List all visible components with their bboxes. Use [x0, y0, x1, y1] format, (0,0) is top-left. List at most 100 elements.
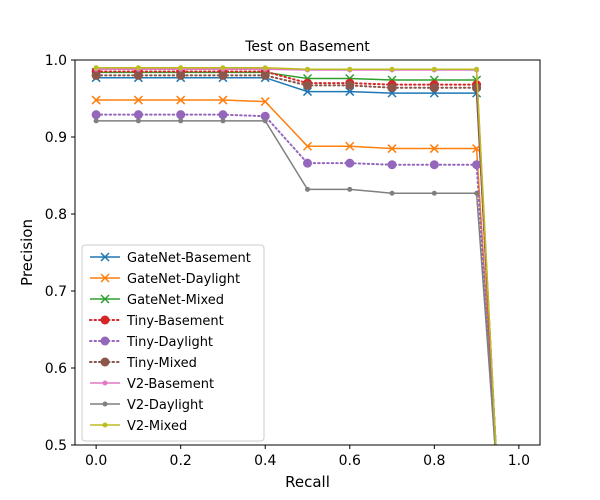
data-point [260, 70, 270, 80]
data-point [345, 158, 355, 168]
series-v2-mixed [93, 65, 497, 445]
legend-label: Tiny-Daylight [126, 335, 213, 350]
data-point [347, 186, 353, 192]
legend-marker [100, 315, 110, 325]
data-point [135, 118, 141, 124]
data-point [93, 65, 99, 71]
data-point [429, 160, 439, 170]
legend-box [81, 244, 265, 442]
legend-label: GateNet-Mixed [127, 293, 224, 308]
y-tick-label: 0.7 [45, 284, 67, 300]
legend-label: Tiny-Basement [126, 314, 224, 329]
legend-marker [102, 401, 108, 407]
chart-title: Test on Basement [244, 39, 370, 55]
legend-marker [102, 380, 108, 386]
data-point [262, 118, 268, 124]
data-point [135, 65, 141, 71]
data-point [260, 111, 270, 121]
data-point [474, 190, 480, 196]
data-point [91, 70, 101, 80]
data-point [302, 141, 313, 151]
legend-label: V2-Basement [127, 377, 214, 392]
legend-label: GateNet-Daylight [127, 272, 240, 287]
legend-label: V2-Mixed [127, 419, 187, 434]
legend-marker [102, 422, 108, 428]
data-point [133, 110, 143, 120]
series-v2-daylight [93, 118, 496, 445]
data-point [260, 97, 270, 107]
data-point [429, 83, 439, 93]
data-point [347, 66, 353, 72]
data-point [93, 118, 99, 124]
x-tick-label: 0.4 [254, 453, 276, 469]
legend-marker [100, 336, 110, 346]
data-point [220, 65, 226, 71]
data-point [303, 158, 312, 168]
legend-marker [100, 294, 110, 304]
legend-label: GateNet-Basement [127, 251, 251, 266]
data-point [345, 141, 355, 151]
data-point [176, 110, 186, 120]
data-point [262, 65, 268, 71]
legend-entry: GateNet-Mixed [90, 293, 224, 308]
y-tick-label: 0.6 [45, 361, 67, 377]
data-point [218, 110, 228, 120]
series-tiny-mixed [91, 70, 497, 445]
data-point [218, 95, 228, 105]
data-point [472, 160, 482, 170]
data-point [176, 70, 186, 80]
legend-label: Tiny-Mixed [126, 356, 197, 371]
legend-entry: Tiny-Mixed [89, 356, 197, 371]
x-tick-label: 0.0 [85, 453, 107, 469]
data-point [429, 144, 439, 154]
data-point [133, 95, 143, 105]
legend-marker [100, 252, 110, 262]
legend: GateNet-Basement GateNet-Daylight GateNet-… [81, 244, 265, 442]
data-point [389, 66, 395, 72]
x-axis: 0.0 0.2 0.4 0.6 0.8 1.0 [85, 445, 530, 469]
data-point [91, 95, 101, 105]
legend-entry: GateNet-Daylight [90, 272, 240, 287]
legend-entry: V2-Mixed [90, 419, 187, 434]
data-point [474, 66, 480, 72]
series-tiny-daylight [91, 110, 497, 445]
data-point [133, 70, 143, 80]
y-tick-label: 0.9 [45, 130, 67, 146]
y-tick-label: 1.0 [45, 53, 67, 69]
legend-label: V2-Daylight [127, 398, 203, 413]
y-tick-label: 0.5 [45, 438, 67, 454]
data-point [387, 83, 397, 93]
data-point [176, 95, 186, 105]
data-point [220, 118, 226, 124]
data-point [431, 66, 437, 72]
legend-marker [100, 357, 110, 367]
data-point [472, 83, 482, 93]
data-point [303, 80, 312, 90]
data-point [305, 66, 310, 72]
series-gatenet-daylight [91, 95, 497, 445]
data-point [91, 110, 101, 120]
data-point [305, 186, 310, 192]
series-line [95, 113, 497, 445]
legend-entry: V2-Basement [90, 377, 214, 392]
plot-frame [74, 59, 541, 446]
x-tick-label: 0.6 [339, 453, 361, 469]
x-tick-label: 0.8 [423, 453, 445, 469]
x-tick-label: 1.0 [508, 453, 530, 469]
legend-entry: V2-Daylight [90, 398, 203, 413]
series-layer [91, 65, 497, 445]
legend-entry: GateNet-Basement [90, 251, 251, 266]
data-point [387, 144, 397, 154]
x-axis-label: Recall [285, 473, 330, 491]
y-axis: 0.5 0.6 0.7 0.8 0.9 1.0 [45, 53, 75, 454]
data-point [218, 70, 228, 80]
y-axis-label: Precision [18, 219, 36, 286]
y-tick-label: 0.8 [45, 207, 67, 223]
data-point [389, 190, 395, 196]
x-tick-label: 0.2 [170, 453, 192, 469]
data-point [387, 160, 397, 170]
legend-entry: Tiny-Basement [89, 314, 224, 329]
legend-marker [100, 273, 110, 283]
data-point [178, 118, 184, 124]
